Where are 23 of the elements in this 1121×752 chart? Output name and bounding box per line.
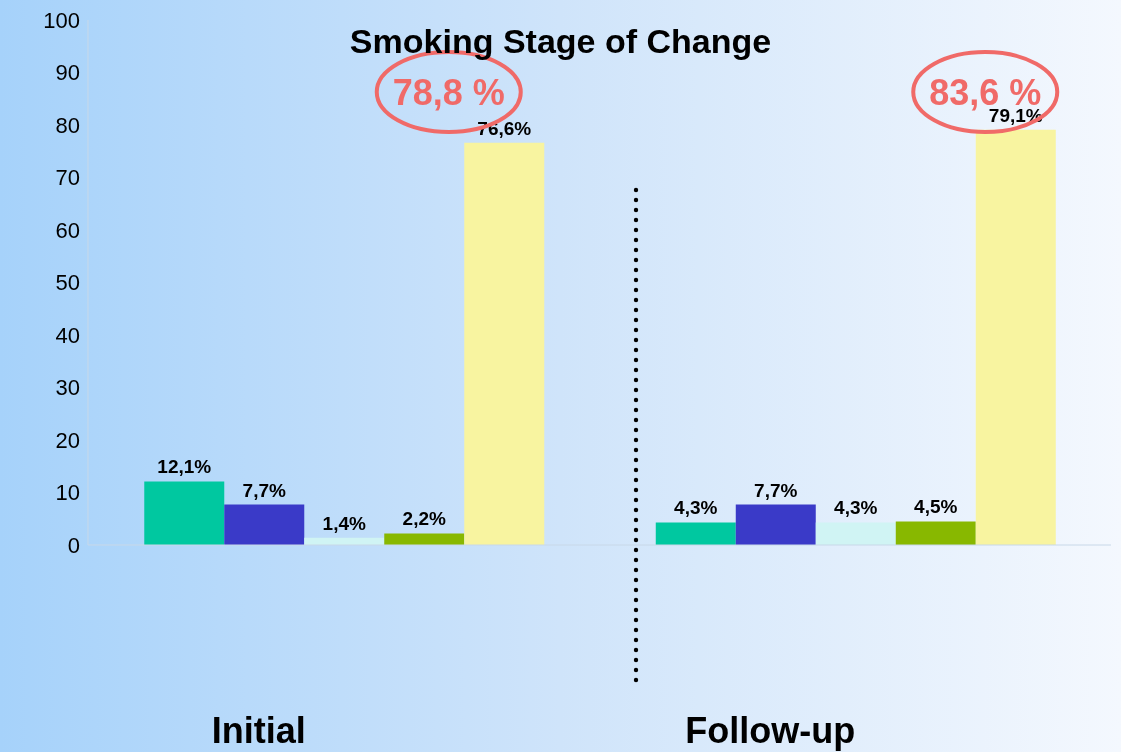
data-label: 4,3%: [674, 497, 718, 519]
annotation: 78,8 %: [392, 72, 505, 113]
x-tick-label: Initial: [211, 710, 306, 751]
y-tick-label: 90: [55, 60, 80, 86]
y-tick-label: 70: [55, 165, 80, 191]
y-tick-label: 80: [55, 112, 80, 138]
data-label: 2,2%: [402, 508, 447, 530]
y-tick-label: 0: [67, 532, 80, 558]
y-tick-label: 60: [55, 217, 80, 243]
data-label: 7,7%: [242, 479, 287, 501]
y-tick-label: 40: [55, 322, 80, 348]
x-tick-label: Follow-up: [685, 710, 856, 751]
data-label: 1,4%: [322, 512, 367, 534]
data-label: 7,7%: [754, 479, 798, 501]
data-label: 4,3%: [834, 497, 878, 519]
y-tick-label: 30: [55, 375, 80, 401]
data-label: 4,5%: [914, 496, 958, 518]
y-tick-label: 20: [55, 427, 80, 453]
chart-title: Smoking Stage of Change: [349, 22, 772, 60]
data-label: 12,1%: [157, 456, 212, 478]
y-tick-label: 10: [55, 480, 80, 506]
y-tick-label: 50: [55, 270, 80, 296]
y-tick-label: 100: [43, 7, 80, 33]
